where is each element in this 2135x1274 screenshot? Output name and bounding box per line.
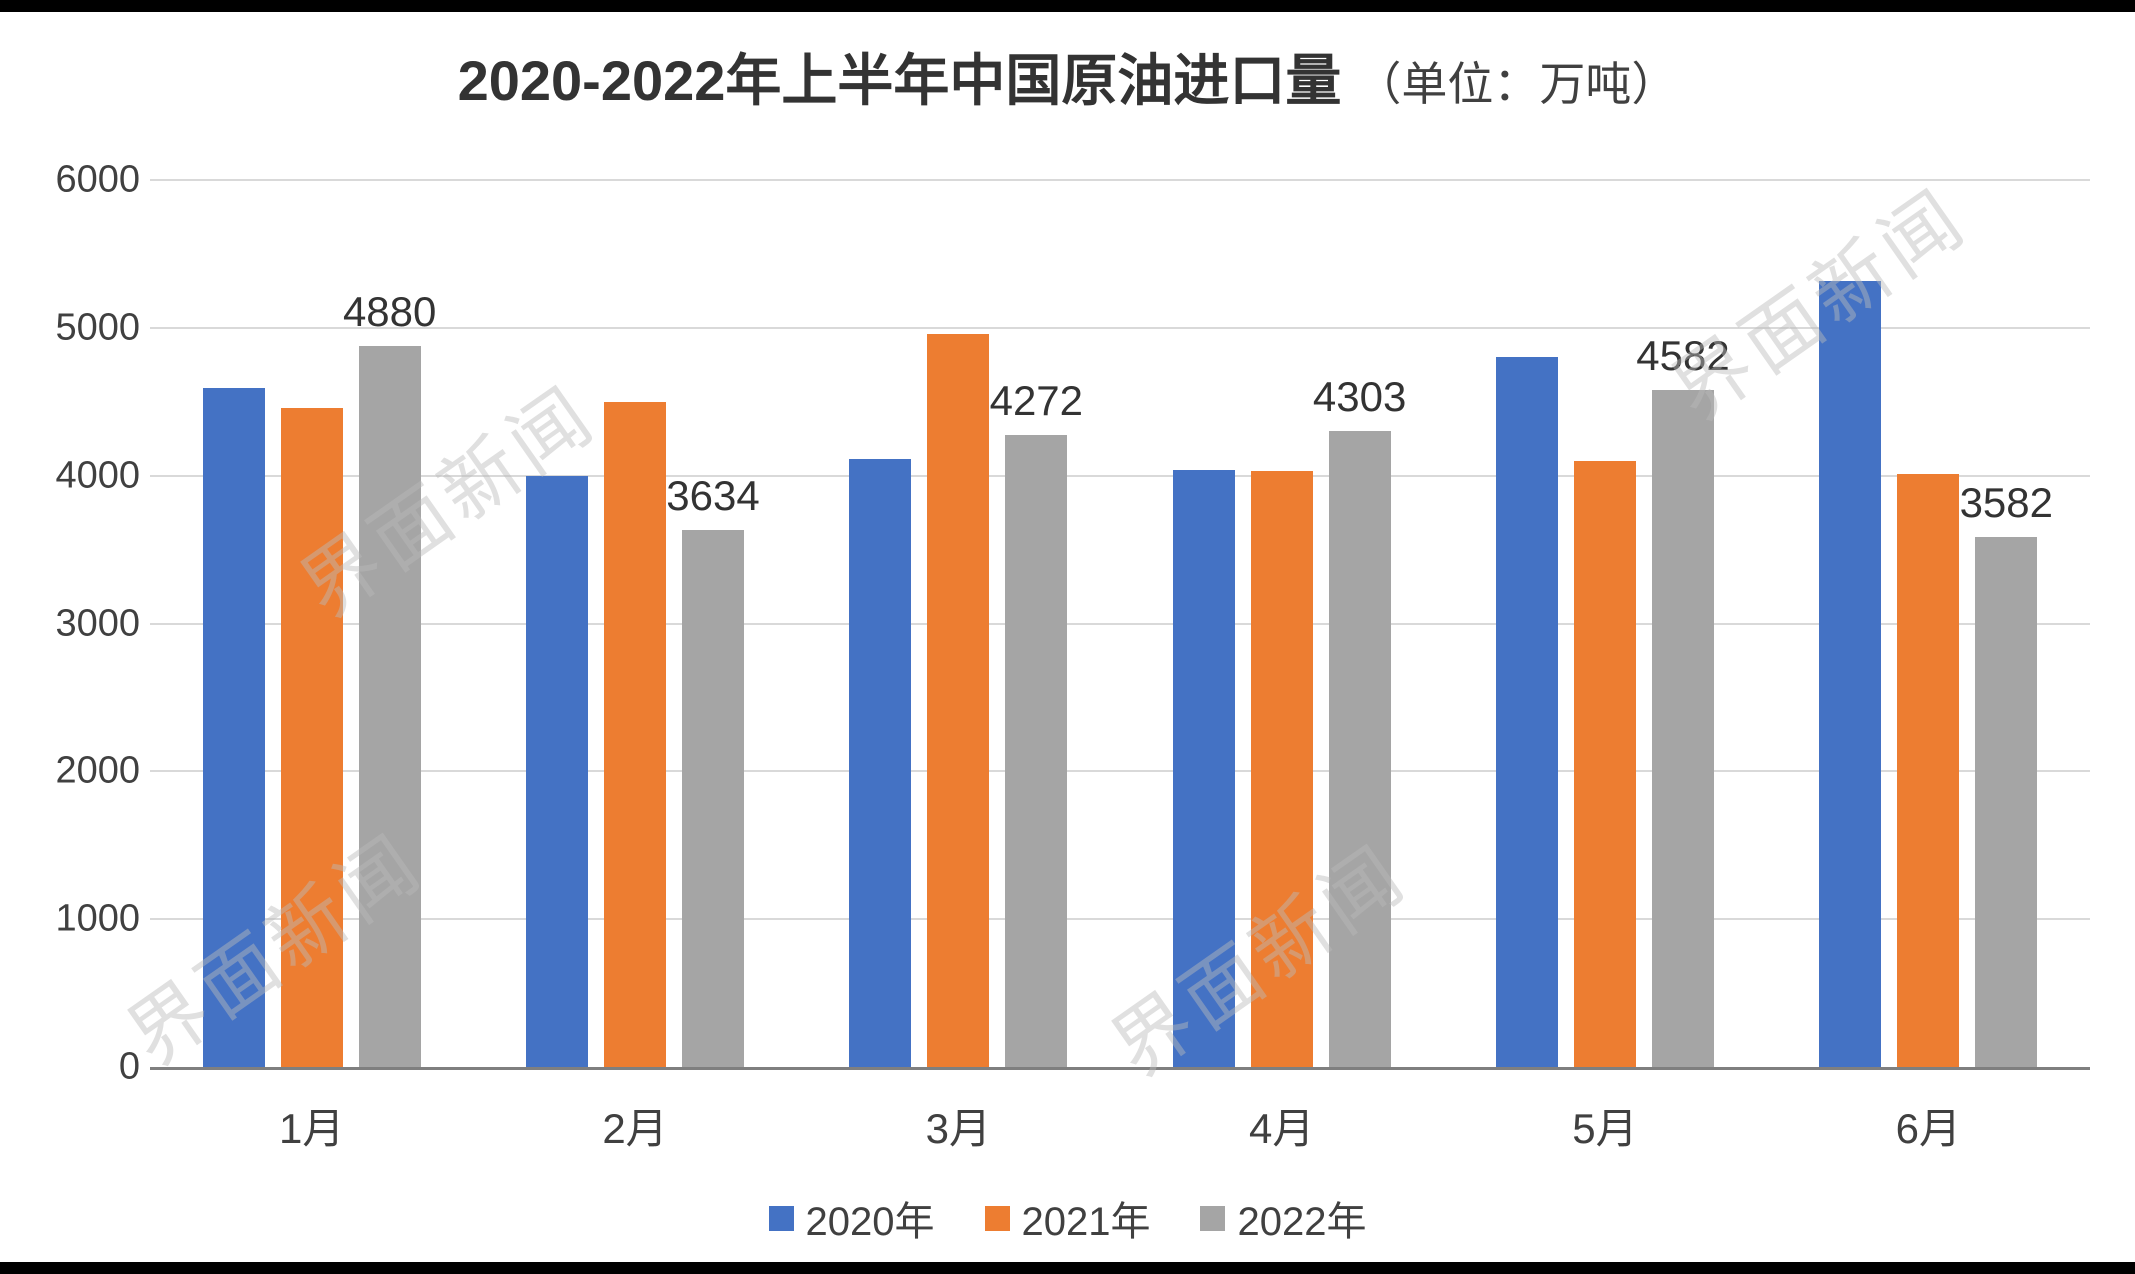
bar-group-1月: 4880 [150,180,473,1067]
bar-group-6月: 3582 [1767,180,2090,1067]
bar-2022年-2月: 3634 [666,472,760,1067]
bar-group-4月: 4303 [1120,180,1443,1067]
bar-2020年-4月 [1172,469,1235,1067]
gridline [150,474,2090,477]
data-label: 4303 [1312,372,1407,420]
legend-item-2020年: 2020年 [768,1189,935,1247]
data-label: 4272 [989,377,1084,425]
bar-2022年-3月: 4272 [990,377,1083,1067]
bar-2020年-6月 [1819,280,1882,1067]
chart-title-unit: （单位：万吨） [1355,58,1678,110]
chart-title: 2020-2022年上半年中国原油进口量 （单位：万吨） [0,36,2135,141]
y-tick-label: 0 [118,1045,140,1088]
bar-2021年-3月 [927,333,990,1067]
bar-2020年-1月 [202,388,265,1067]
bar-2020年-3月 [849,459,912,1067]
y-tick-label: 3000 [55,602,140,644]
bar-2020年-2月 [525,475,588,1067]
data-label: 4880 [342,287,437,335]
legend-swatch [768,1205,794,1231]
bar-2021年-4月 [1250,471,1313,1067]
bar-2022年-6月: 3582 [1960,479,2053,1067]
x-tick-label: 1月 [278,1105,345,1152]
legend-swatch [984,1205,1010,1231]
bar-group-5月: 4582 [1443,180,1766,1067]
data-label: 3582 [1959,479,2054,527]
bar-2021年-5月 [1573,460,1636,1067]
y-tick-label: 6000 [55,158,140,201]
bar-2020年-5月 [1495,357,1558,1067]
y-axis: 0 1000 2000 3000 4000 5000 6000 [30,159,140,1088]
chart-title-text: 2020-2022年上半年中国原油进口量 [457,49,1342,112]
legend-item-2022年: 2022年 [1200,1189,1366,1247]
data-label: 3634 [666,471,760,519]
bottom-border-bar [0,1262,2135,1274]
x-axis: 1月 2月 3月 4月 5月 6月 [150,1095,2090,1155]
gridline [150,918,2090,921]
y-tick-label: 2000 [55,749,140,792]
legend-swatch [1200,1205,1226,1231]
bar-2022年-5月: 4582 [1636,332,1730,1067]
gridline [150,326,2090,329]
x-tick-label: 2月 [602,1105,668,1152]
legend-label: 2022年 [1237,1200,1367,1244]
y-tick-label: 1000 [55,897,140,940]
gridline [150,770,2090,773]
y-tick-label: 5000 [55,306,140,349]
legend-label: 2020年 [805,1200,935,1244]
y-tick-label: 4000 [55,454,140,497]
x-tick-label: 6月 [1895,1105,1961,1152]
legend-label: 2021年 [1021,1200,1151,1244]
plot-area: 4880 3634 4272 4303 4582 3582 [150,179,2090,1070]
bar-2021年-2月 [603,401,666,1067]
bar-group-3月: 4272 [797,180,1120,1067]
chart-legend: 2020年 2021年 2022年 [0,1188,2135,1248]
bar-2021年-1月 [280,407,343,1067]
gridline [150,622,2090,625]
data-label: 4582 [1636,331,1730,379]
bar-2021年-6月 [1897,474,1960,1067]
x-tick-label: 3月 [925,1105,991,1152]
bar-2022年-1月: 4880 [343,288,436,1067]
x-tick-label: 5月 [1572,1105,1638,1152]
x-tick-label: 4月 [1248,1105,1315,1152]
legend-item-2021年: 2021年 [984,1189,1151,1247]
bar-group-2月: 3634 [473,180,796,1067]
top-border-bar [0,0,2135,12]
bar-2022年-4月: 4303 [1313,373,1406,1067]
gridline [150,179,2090,181]
